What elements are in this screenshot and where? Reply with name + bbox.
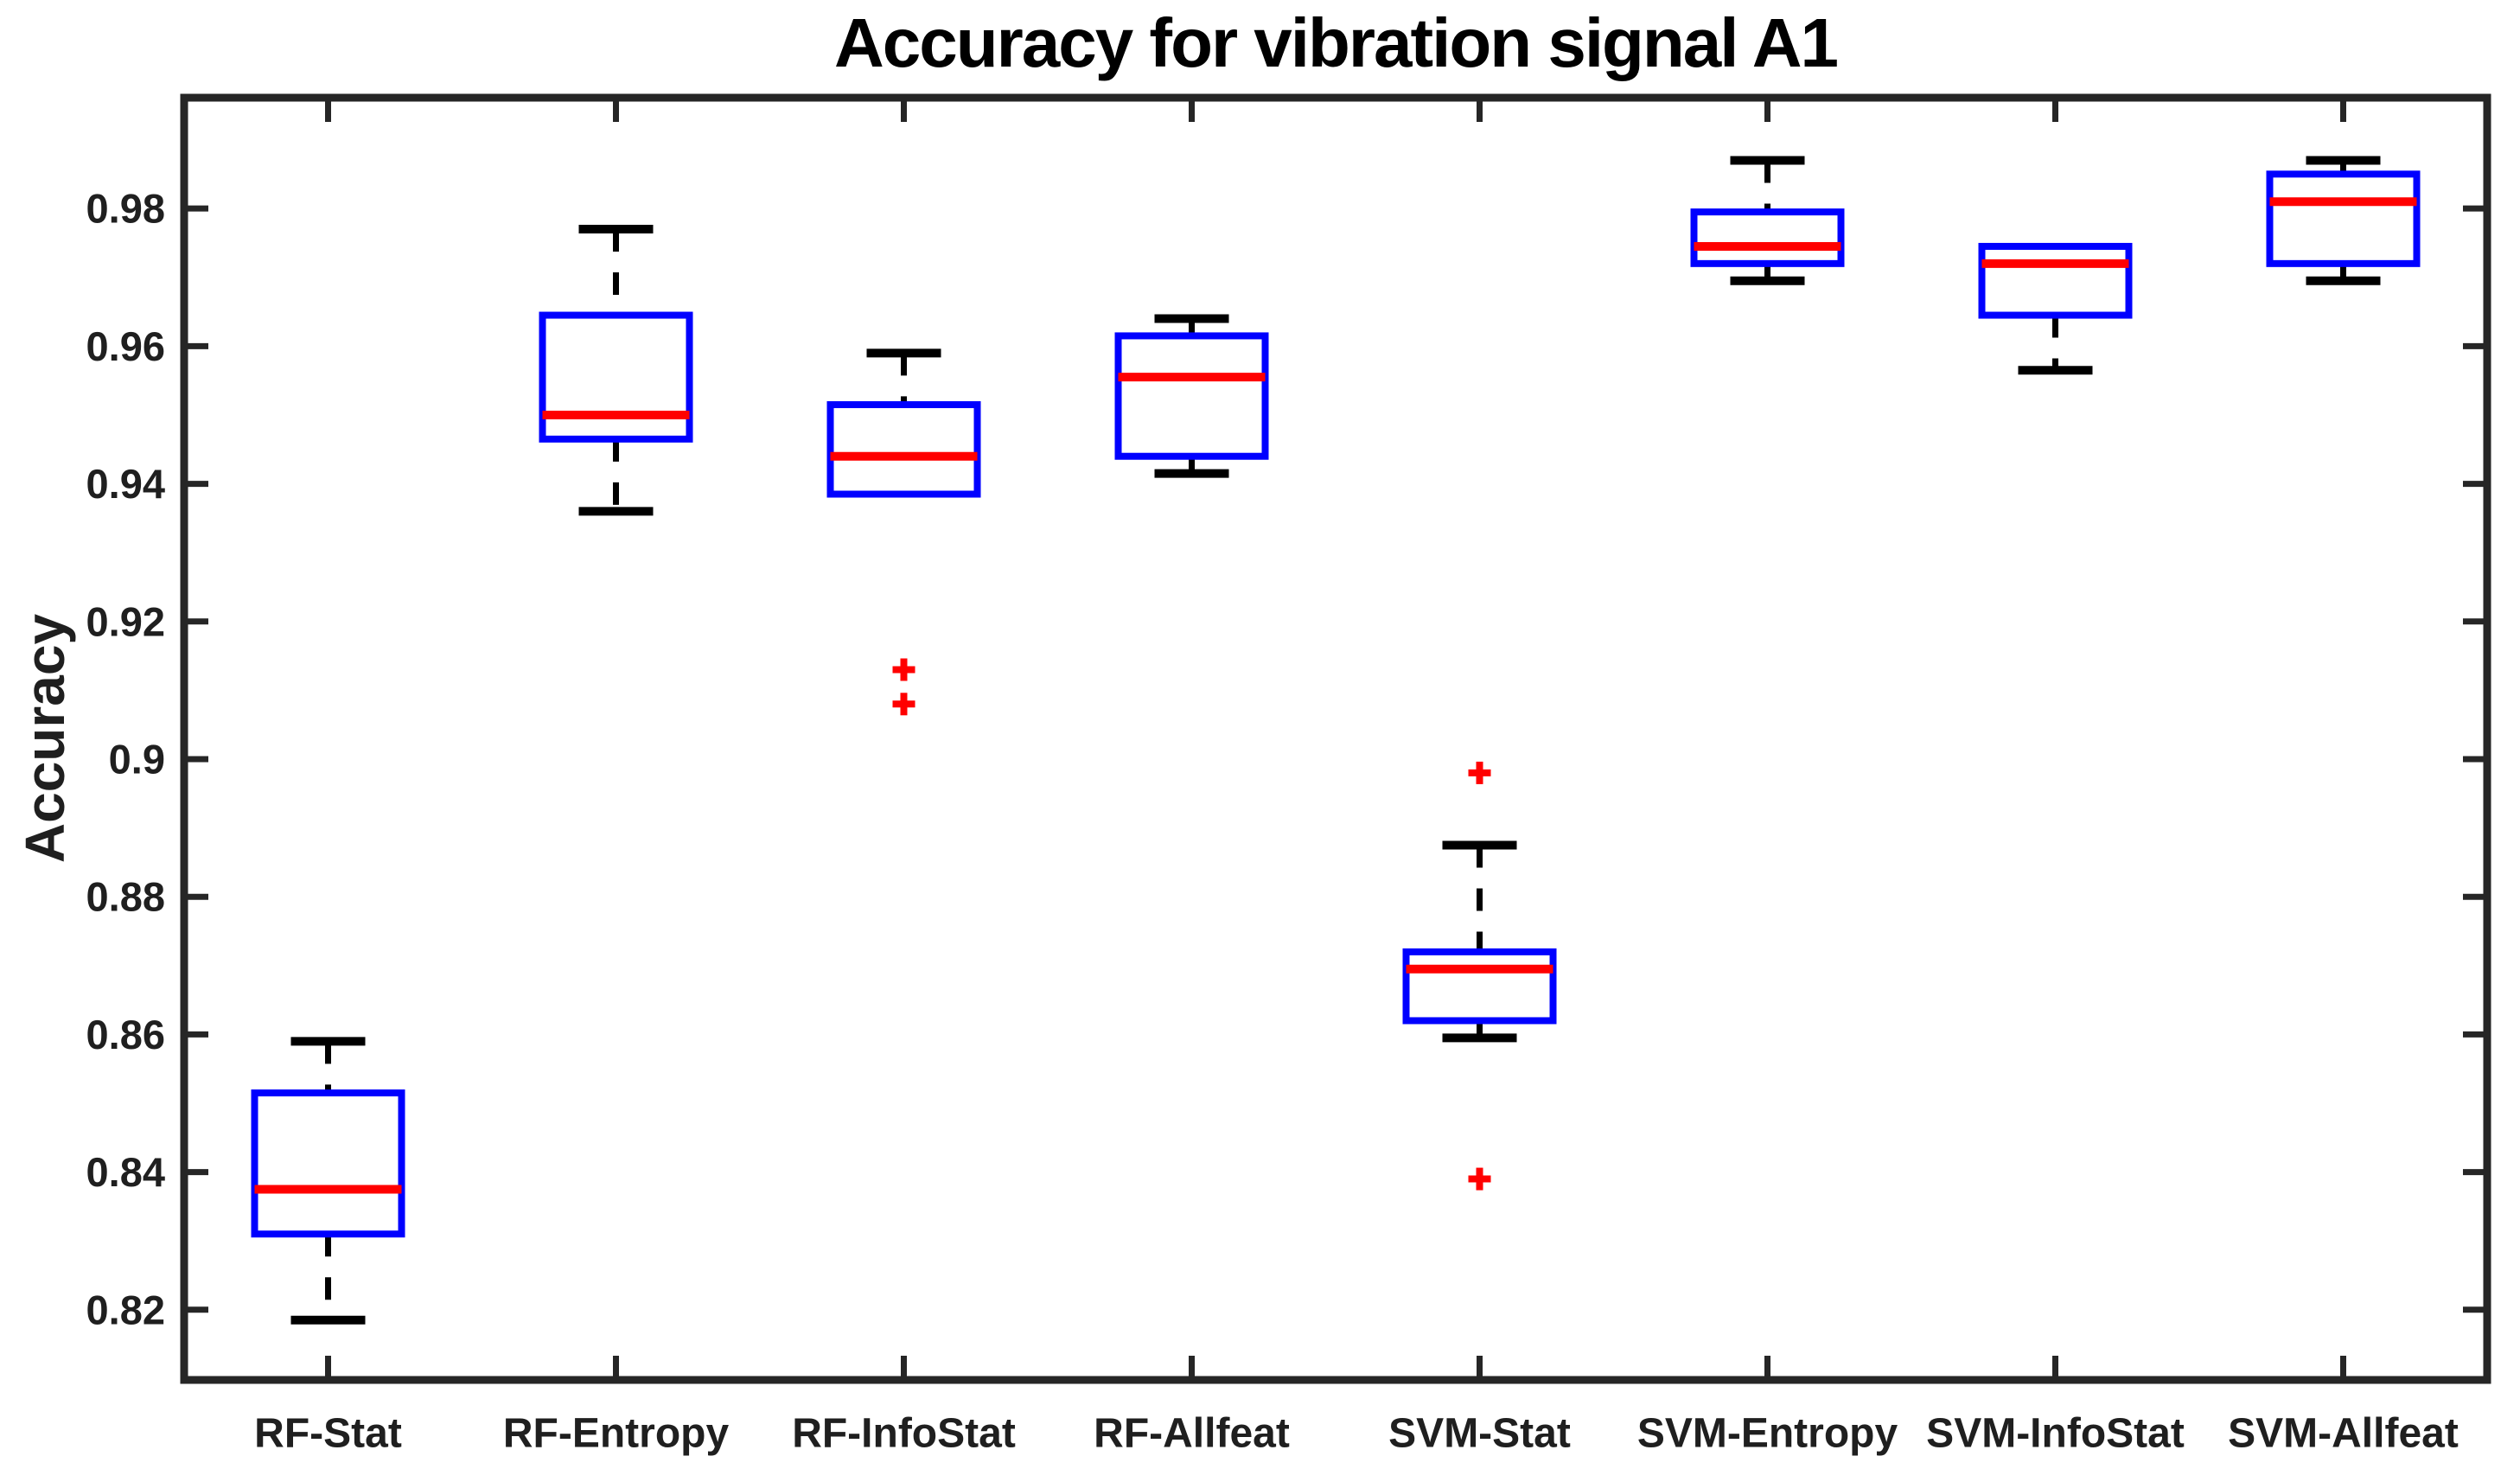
y-tick-label: 0.88 [86,874,165,920]
x-tick-label-RF-InfoStat: RF-InfoStat [792,1411,1016,1457]
box-RF-Allfeat [1114,332,1269,460]
y-tick-label: 0.82 [86,1287,165,1332]
x-tick-label-RF-Allfeat: RF-Allfeat [1094,1411,1290,1457]
x-tick-label-SVM-Allfeat: SVM-Allfeat [2228,1411,2459,1457]
x-tick-label-RF-Entropy: RF-Entropy [503,1411,730,1457]
y-tick-label: 0.96 [86,323,165,369]
box-RF-Entropy [539,311,693,443]
axis-frame [180,93,2491,1384]
y-tick-label: 0.84 [86,1149,165,1195]
box-SVM-Entropy [1690,208,1845,267]
x-tick-label-SVM-Entropy: SVM-Entropy [1637,1411,1898,1457]
x-tick-label-SVM-InfoStat: SVM-InfoStat [1926,1411,2185,1457]
y-tick-label: 0.94 [86,461,165,507]
y-tick-label: 0.9 [109,736,165,782]
chart-title: Accuracy for vibration signal A1 [833,4,1839,81]
box-SVM-Allfeat [2266,170,2421,267]
x-tick-label-SVM-Stat: SVM-Stat [1388,1411,1571,1457]
y-tick-label: 0.98 [86,186,165,232]
box-SVM-InfoStat [1978,242,2133,319]
box-SVM-Stat [1402,948,1557,1025]
box-RF-Stat [251,1089,405,1238]
x-tick-label-RF-Stat: RF-Stat [254,1411,402,1457]
y-tick-label: 0.92 [86,598,165,644]
box-RF-InfoStat [826,401,981,498]
y-tick-label: 0.86 [86,1012,165,1057]
